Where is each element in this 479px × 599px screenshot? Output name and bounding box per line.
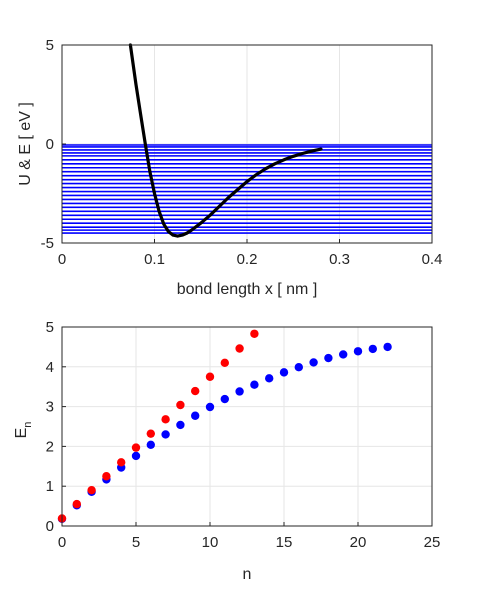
x-tick-label: 15	[276, 534, 293, 551]
y-tick-label: 0	[46, 136, 54, 153]
ticks-top: 0 0.1 0.2 0.3 0.4-505	[41, 37, 443, 268]
blue-data-point	[220, 394, 229, 404]
y-axis-label-bottom-subscript: n	[22, 422, 34, 428]
x-tick-label: 10	[202, 534, 219, 551]
blue-data-point	[339, 350, 348, 359]
y-axis-label-top: U & E [ eV ]	[17, 102, 34, 186]
red-data-point	[250, 329, 259, 338]
y-tick-label: 0	[46, 518, 54, 535]
potential-curve-line	[128, 43, 323, 238]
y-axis-label-bottom: En	[13, 422, 34, 439]
y-tick-label: 5	[46, 319, 54, 336]
y-axis-label-bottom-main: E	[13, 428, 30, 439]
blue-data-point	[235, 387, 244, 396]
y-tick-label: 1	[46, 478, 54, 495]
energy-levels	[62, 144, 432, 234]
red-data-point	[146, 429, 155, 438]
grid-bottom	[62, 327, 432, 526]
grid-top	[62, 45, 432, 243]
blue-data-point	[368, 344, 377, 354]
x-axis-label-top: bond length x [ nm ]	[177, 281, 318, 298]
x-tick-label: 5	[132, 534, 140, 551]
x-axis-label-bottom: n	[243, 566, 252, 583]
x-tick-label: 25	[424, 534, 441, 551]
red-data-point	[176, 400, 185, 410]
blue-data-point	[265, 374, 274, 383]
blue-data-point	[191, 411, 200, 420]
red-data-point	[161, 415, 170, 424]
blue-data-point	[205, 402, 215, 412]
blue-data-point	[131, 451, 141, 461]
y-tick-label: 5	[46, 37, 54, 54]
x-tick-label: 0.4	[422, 251, 443, 268]
red-data-point	[87, 485, 96, 495]
blue-data-point	[309, 358, 318, 367]
red-data-point	[131, 443, 141, 452]
red-data-point	[191, 386, 200, 396]
y-tick-label: -5	[41, 235, 54, 252]
red-data-point	[117, 458, 126, 467]
y-tick-label: 3	[46, 399, 54, 416]
red-data-point	[235, 344, 244, 353]
energy-series	[57, 329, 392, 524]
potential-curves	[128, 43, 323, 238]
red-data-point	[72, 499, 82, 509]
y-tick-label: 2	[46, 438, 54, 455]
blue-data-point	[250, 380, 259, 389]
potential-energy-plot: 0 0.1 0.2 0.3 0.4-505 bond length x [ nm ] U…	[17, 37, 442, 298]
ticks-bottom: 0 5 10 15 20 25 0 1 2 3 4 5	[46, 319, 441, 551]
axes-box-bottom	[61, 326, 433, 527]
plot-area-bottom	[62, 327, 432, 526]
x-tick-label: 0	[58, 251, 66, 268]
blue-data-point	[176, 420, 185, 430]
blue-data-point	[279, 368, 289, 377]
blue-data-point	[294, 362, 303, 372]
blue-data-point	[383, 342, 392, 352]
blue-data-point	[161, 430, 170, 439]
red-data-point	[220, 358, 229, 368]
x-tick-label: 20	[350, 534, 367, 551]
x-tick-label: 0.3	[329, 251, 350, 268]
y-tick-label: 4	[46, 359, 54, 376]
x-tick-label: 0.1	[144, 251, 165, 268]
x-tick-label: 0.2	[237, 251, 258, 268]
red-data-point	[205, 372, 215, 381]
blue-data-point	[353, 347, 363, 356]
energy-vs-n-plot: 0 5 10 15 20 25 0 1 2 3 4 5 n En	[13, 319, 440, 583]
blue-data-point	[146, 440, 155, 450]
red-data-point	[102, 472, 111, 481]
x-tick-label: 0	[58, 534, 66, 551]
blue-data-point	[324, 353, 333, 363]
